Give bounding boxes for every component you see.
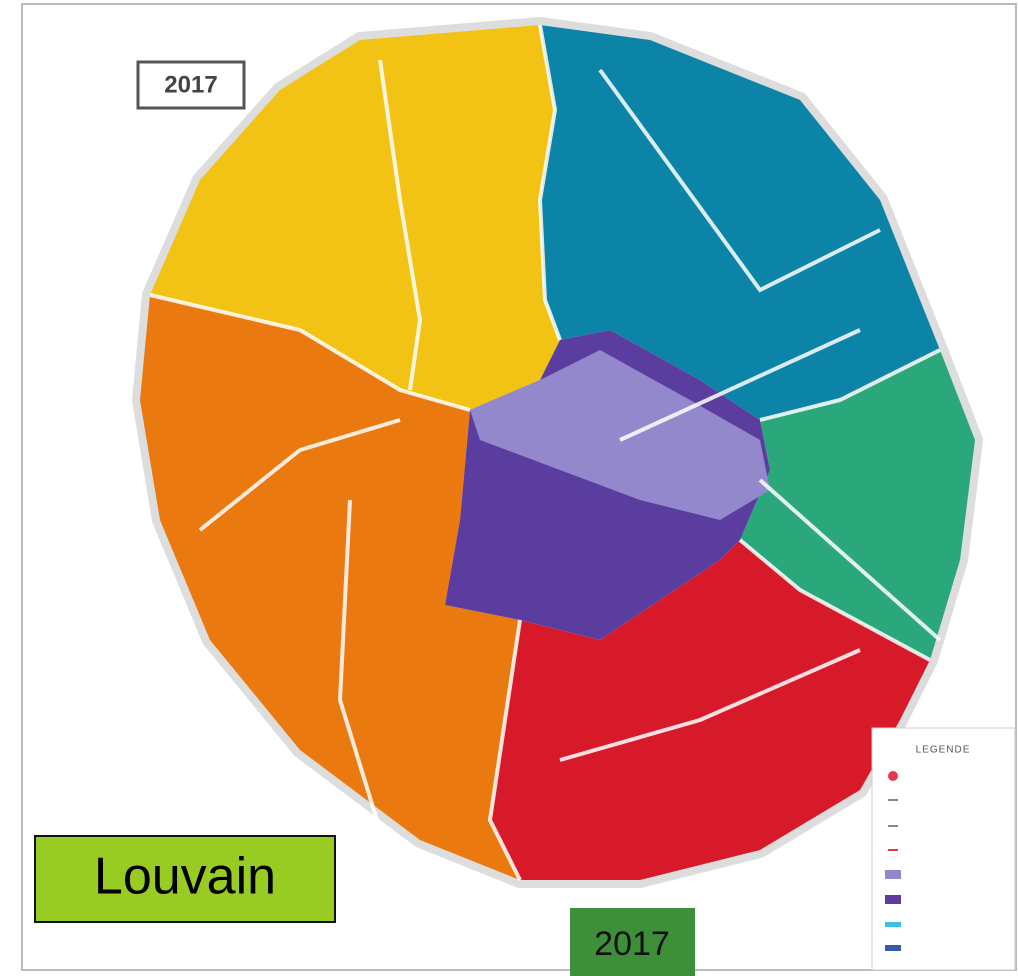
page: 2017 LEGENDE Louvain 2017 (() => { const… bbox=[0, 0, 1018, 976]
map-view: 2017 LEGENDE Louvain 2017 bbox=[0, 0, 1018, 976]
legend-symbol bbox=[888, 771, 898, 781]
legend-symbol bbox=[885, 945, 901, 951]
legend-title: LEGENDE bbox=[916, 745, 971, 756]
year-label: 2017 bbox=[594, 925, 670, 963]
city-label: Louvain bbox=[94, 848, 276, 906]
year-box-label: 2017 bbox=[164, 71, 217, 98]
legend-symbol bbox=[885, 870, 901, 879]
legend: LEGENDE bbox=[872, 728, 1015, 970]
legend-symbol bbox=[885, 895, 901, 904]
legend-symbol bbox=[885, 922, 901, 927]
